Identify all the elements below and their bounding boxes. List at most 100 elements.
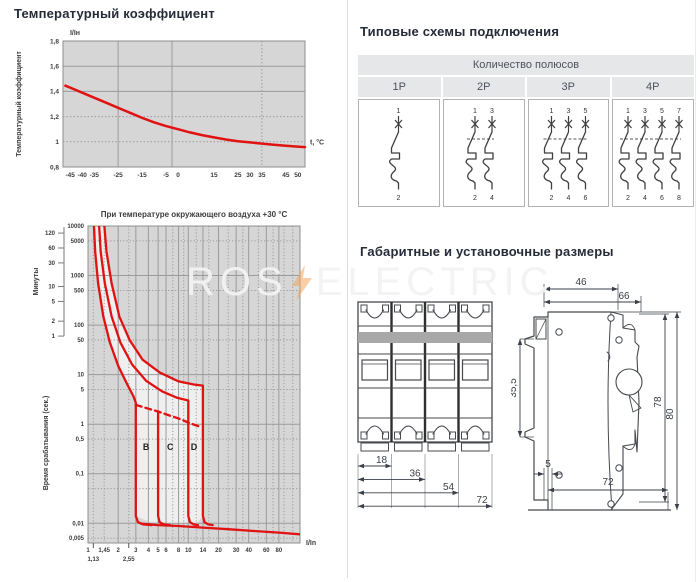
svg-text:46: 46 <box>575 277 587 288</box>
svg-text:120: 120 <box>45 231 56 237</box>
svg-text:10: 10 <box>48 285 55 291</box>
svg-text:1: 1 <box>473 108 477 115</box>
svg-text:1: 1 <box>397 108 401 115</box>
svg-text:4: 4 <box>643 195 647 202</box>
temperature-coefficient-chart: 1,8 1,6 1,4 1,2 1 0,8 -45 -40 -35 -25 -15 -5 0 15 25 30… <box>15 30 324 179</box>
temp-chart-grid <box>63 41 305 167</box>
svg-text:45: 45 <box>282 172 290 179</box>
svg-text:-15: -15 <box>137 172 147 179</box>
svg-text:-5: -5 <box>163 172 169 179</box>
poles-table-column-headers: 1P 2P 3P 4P <box>358 77 694 97</box>
svg-text:15: 15 <box>210 172 218 179</box>
svg-text:3: 3 <box>566 108 570 115</box>
svg-text:1: 1 <box>81 422 85 428</box>
svg-text:80: 80 <box>665 408 676 420</box>
pole-column-header-2P: 2P <box>442 77 525 97</box>
svg-text:-40: -40 <box>77 172 87 179</box>
svg-text:1: 1 <box>86 548 90 554</box>
svg-text:18: 18 <box>376 455 388 466</box>
svg-text:5: 5 <box>52 299 56 305</box>
svg-text:2: 2 <box>626 195 630 202</box>
svg-text:5: 5 <box>81 388 85 394</box>
svg-text:6: 6 <box>583 195 587 202</box>
svg-text:0: 0 <box>176 172 180 179</box>
svg-text:Температурный коэффициент: Температурный коэффициент <box>15 51 23 157</box>
svg-text:6: 6 <box>660 195 664 202</box>
svg-text:4: 4 <box>147 548 151 554</box>
svg-text:2,55: 2,55 <box>123 557 135 563</box>
svg-text:1: 1 <box>626 108 630 115</box>
svg-text:3: 3 <box>643 108 647 115</box>
svg-text:6: 6 <box>164 548 168 554</box>
svg-text:1: 1 <box>55 139 59 146</box>
svg-text:2: 2 <box>117 548 121 554</box>
svg-text:2: 2 <box>397 195 401 202</box>
svg-text:30: 30 <box>48 261 55 267</box>
svg-text:72: 72 <box>602 477 614 488</box>
svg-text:10000: 10000 <box>67 224 84 230</box>
svg-text:40: 40 <box>245 548 252 554</box>
svg-text:50: 50 <box>77 338 84 344</box>
svg-text:4: 4 <box>490 195 494 202</box>
svg-text:B: B <box>143 442 150 452</box>
svg-text:14: 14 <box>200 548 207 554</box>
svg-text:1,8: 1,8 <box>50 38 59 45</box>
svg-text:66: 66 <box>618 291 630 302</box>
svg-text:60: 60 <box>48 246 55 252</box>
svg-text:10: 10 <box>185 548 192 554</box>
svg-text:50: 50 <box>294 172 302 179</box>
svg-text:25: 25 <box>234 172 242 179</box>
svg-text:36: 36 <box>409 468 421 479</box>
page-edge-line <box>695 0 696 582</box>
svg-text:8: 8 <box>677 195 681 202</box>
svg-text:80: 80 <box>276 548 283 554</box>
svg-text:3: 3 <box>134 548 138 554</box>
svg-text:100: 100 <box>74 323 85 329</box>
svg-text:78: 78 <box>653 396 664 408</box>
pole-diagram-3P: 1 2 3 4 5 6 <box>527 99 610 207</box>
svg-text:35,5: 35,5 <box>511 378 519 398</box>
svg-text:5000: 5000 <box>71 239 85 245</box>
svg-text:10: 10 <box>77 373 84 379</box>
svg-text:2: 2 <box>549 195 553 202</box>
svg-text:D: D <box>191 442 198 452</box>
svg-text:I/Iн: I/Iн <box>70 30 80 37</box>
svg-text:2: 2 <box>473 195 477 202</box>
svg-text:1,13: 1,13 <box>87 557 99 563</box>
svg-text:5: 5 <box>583 108 587 115</box>
svg-text:2: 2 <box>52 319 56 325</box>
svg-text:30: 30 <box>233 548 240 554</box>
svg-text:5: 5 <box>545 459 551 470</box>
svg-text:1: 1 <box>52 334 56 340</box>
svg-text:4: 4 <box>566 195 570 202</box>
pole-diagram-2P: 1 2 3 4 <box>442 99 525 207</box>
minutes-axis: 120 60 30 10 5 2 1 Минуты <box>33 227 65 340</box>
trip-curves <box>92 226 300 536</box>
svg-text:3: 3 <box>490 108 494 115</box>
svg-text:1,4: 1,4 <box>50 89 59 96</box>
svg-text:t, °C: t, °C <box>310 138 324 146</box>
svg-text:8: 8 <box>177 548 181 554</box>
svg-text:C: C <box>167 442 174 452</box>
svg-text:1,45: 1,45 <box>98 548 110 554</box>
pole-column-header-1P: 1P <box>358 77 441 97</box>
svg-text:Время срабатывания (сек.): Время срабатывания (сек.) <box>42 396 50 491</box>
svg-text:500: 500 <box>74 288 85 294</box>
svg-text:5: 5 <box>156 548 160 554</box>
svg-text:0,8: 0,8 <box>50 164 59 171</box>
svg-text:5: 5 <box>660 108 664 115</box>
svg-text:-35: -35 <box>89 172 99 179</box>
svg-text:1: 1 <box>549 108 553 115</box>
column-divider <box>347 0 348 578</box>
poles-table-header: Количество полюсов <box>358 55 694 75</box>
svg-text:0,1: 0,1 <box>76 472 85 478</box>
svg-text:-25: -25 <box>113 172 123 179</box>
svg-text:-45: -45 <box>65 172 75 179</box>
svg-text:35: 35 <box>258 172 266 179</box>
svg-text:Минуты: Минуты <box>33 268 40 296</box>
svg-text:72: 72 <box>476 495 488 506</box>
connection-schemes-heading: Типовые схемы подключения <box>360 24 560 39</box>
poles-table: Количество полюсов 1P 2P 3P 4P 1 2 1 2 3 4 1 2 3 4 5 6… <box>358 55 694 207</box>
